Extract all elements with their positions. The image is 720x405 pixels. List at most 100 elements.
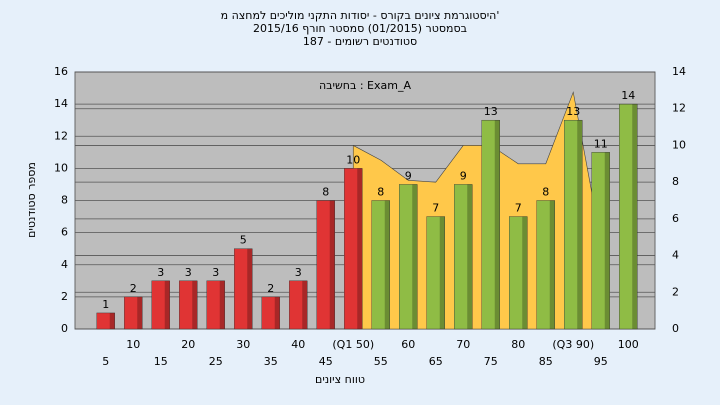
annotation: בחשיבה : Exam_A: [319, 79, 411, 92]
x-tick-label: 25: [209, 355, 223, 368]
bar-shade: [247, 248, 253, 329]
data-label: 3: [157, 266, 164, 279]
data-label: 2: [130, 282, 137, 295]
y2-tick-label: 6: [672, 212, 679, 225]
x-tick-label: 45: [319, 355, 333, 368]
y-tick-label: 10: [54, 161, 68, 174]
y-tick-label: 6: [61, 226, 68, 239]
data-label: 8: [542, 186, 549, 199]
data-label: 14: [621, 89, 635, 102]
x-tick-label: 5: [102, 355, 109, 368]
y-axis-label: מספר סטודנטים: [25, 162, 38, 238]
title-line: היסטוגרמת ציונים בקורס - יסודות התקני מו…: [221, 9, 500, 22]
bar-shade: [137, 296, 143, 329]
x-tick-label: 65: [429, 355, 443, 368]
y2-tick-label: 10: [672, 138, 686, 151]
data-label: 8: [377, 186, 384, 199]
x-tick-label: 100: [618, 338, 639, 351]
y-tick-label: 14: [54, 97, 68, 110]
data-label: 5: [240, 234, 247, 247]
y2-tick-label: 2: [672, 285, 679, 298]
bar-shade: [164, 280, 170, 329]
bar-shade: [302, 280, 308, 329]
y2-tick-label: 4: [672, 249, 679, 262]
x-tick-label: 30: [236, 338, 250, 351]
y-tick-label: 16: [54, 65, 68, 78]
bar: [151, 280, 170, 330]
data-label: 3: [185, 266, 192, 279]
y2-tick-label: 8: [672, 175, 679, 188]
data-label: 13: [566, 105, 580, 118]
bar-shade: [439, 216, 445, 329]
x-tick-label: 20: [181, 338, 195, 351]
y2-tick-label: 12: [672, 102, 686, 115]
y-tick-label: 8: [61, 194, 68, 207]
x-tick-label: 60: [401, 338, 415, 351]
bar: [96, 312, 115, 330]
y-tick-label: 12: [54, 129, 68, 142]
bar: [509, 216, 528, 330]
bar: [371, 200, 390, 330]
bar: [206, 280, 225, 330]
bar-shade: [604, 152, 610, 329]
bar: [399, 184, 418, 330]
data-label: 10: [346, 153, 360, 166]
data-label: 3: [295, 266, 302, 279]
x-tick-label: 10: [126, 338, 140, 351]
data-label: 1: [102, 298, 109, 311]
x-tick-label: 85: [539, 355, 553, 368]
bar-shade: [522, 216, 528, 329]
data-label: 11: [594, 137, 608, 150]
x-tick-label: 15: [154, 355, 168, 368]
data-label: 9: [405, 169, 412, 182]
bar: [564, 119, 583, 330]
bar-shade: [577, 120, 583, 329]
bar: [426, 216, 445, 330]
bar-shade: [412, 184, 418, 329]
x-axis-label: טווח ציונים: [315, 373, 365, 386]
y-tick-label: 0: [61, 322, 68, 335]
bar: [344, 168, 363, 330]
bar: [179, 280, 198, 330]
bar: [454, 184, 473, 330]
bar: [536, 200, 555, 330]
bar-shade: [467, 184, 473, 329]
title-line: בסמסטר (01/2015) סמסטר חורף 2015/16: [253, 22, 467, 35]
title-line: סטודנטים רשומים - 187: [303, 35, 417, 48]
bar-shade: [274, 296, 280, 329]
bar-shade: [357, 168, 363, 329]
bar-shade: [632, 104, 638, 329]
x-tick-label: 75: [484, 355, 498, 368]
x-tick-label: (Q1 50): [332, 338, 374, 351]
x-tick-label: 35: [264, 355, 278, 368]
y-tick-label: 2: [61, 290, 68, 303]
bar-shade: [329, 200, 335, 329]
y-tick-label: 4: [61, 258, 68, 271]
bar: [316, 200, 335, 330]
x-tick-label: 40: [291, 338, 305, 351]
bar: [619, 103, 638, 330]
bar: [234, 248, 253, 330]
bar-shade: [494, 120, 500, 329]
x-tick-label: 95: [594, 355, 608, 368]
data-label: 3: [212, 266, 219, 279]
bar-shade: [192, 280, 198, 329]
y2-tick-label: 14: [672, 65, 686, 78]
data-label: 8: [322, 186, 329, 199]
data-label: 9: [460, 169, 467, 182]
x-tick-label: 55: [374, 355, 388, 368]
bar: [124, 296, 143, 330]
x-tick-label: 80: [511, 338, 525, 351]
data-label: 7: [432, 202, 439, 215]
data-label: 13: [484, 105, 498, 118]
bar: [591, 152, 610, 330]
bar-shade: [384, 200, 390, 329]
y2-tick-label: 0: [672, 322, 679, 335]
bar: [481, 119, 500, 330]
data-label: 7: [515, 202, 522, 215]
x-tick-label: (Q3 90): [552, 338, 594, 351]
bar-shade: [219, 280, 225, 329]
x-tick-label: 70: [456, 338, 470, 351]
